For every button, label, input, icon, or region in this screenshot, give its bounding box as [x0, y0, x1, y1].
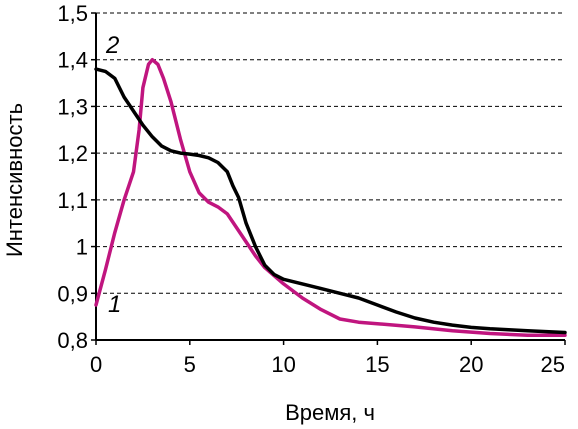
y-tick-label: 1,5	[57, 1, 88, 26]
series-lines	[94, 57, 567, 338]
x-tick-label: 15	[365, 352, 389, 377]
x-tick-label: 10	[271, 352, 295, 377]
x-tick-label: 0	[90, 352, 102, 377]
y-tick-label: 1,2	[57, 141, 88, 166]
tick-labels: 0,8 0,9 1 1,1 1,2 1,3 1,4 1,5 0 5 10 15 20 25	[57, 1, 565, 377]
axes	[91, 12, 566, 345]
x-tick-label: 20	[459, 352, 483, 377]
y-tick-label: 0,8	[57, 328, 88, 353]
series-label-2: 2	[105, 32, 119, 59]
series-line-2	[94, 67, 567, 335]
y-tick-label: 1,4	[57, 48, 88, 73]
y-tick-label: 1,1	[57, 188, 88, 213]
gridlines	[96, 12, 565, 294]
y-axis-title: Интенсивность	[2, 103, 27, 257]
series-label-1: 1	[108, 291, 121, 318]
x-axis-title: Время, ч	[285, 400, 375, 425]
y-tick-label: 0,9	[57, 281, 88, 306]
x-tick-label: 5	[184, 352, 196, 377]
series-line-1	[94, 57, 567, 338]
y-tick-label: 1	[76, 235, 88, 260]
x-tick-label: 25	[541, 352, 565, 377]
y-tick-label: 1,3	[57, 94, 88, 119]
